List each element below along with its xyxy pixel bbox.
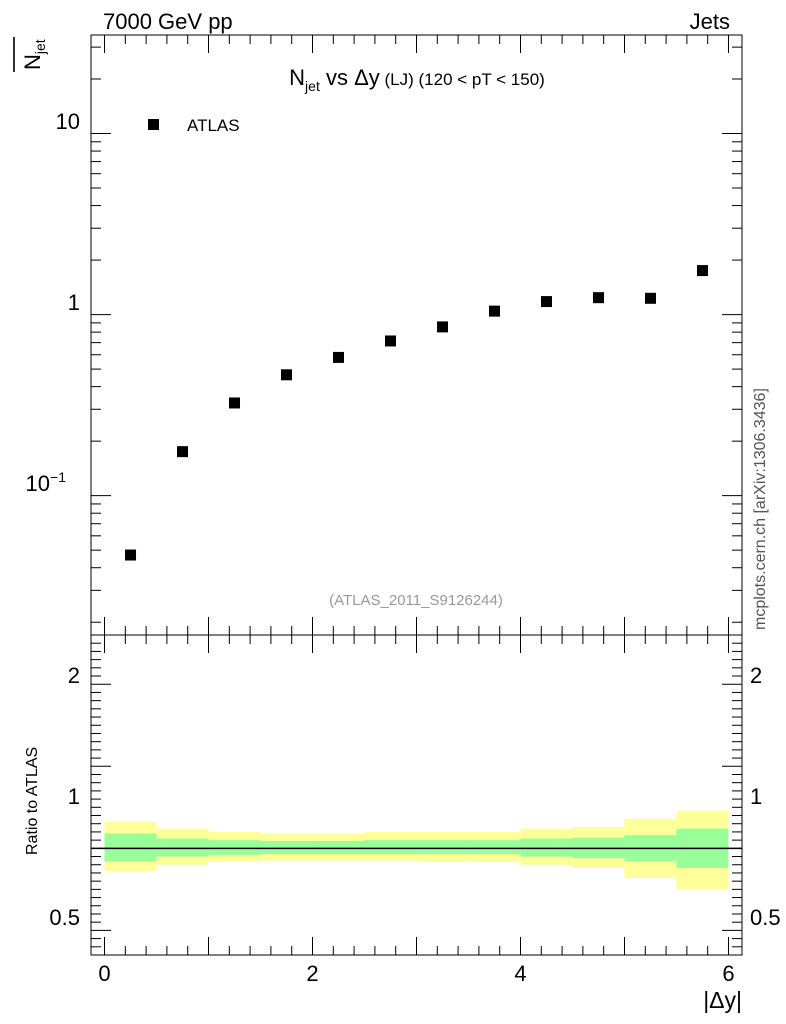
header-right-label: Jets: [690, 9, 730, 34]
ratio-inner-band-bin: [104, 833, 157, 862]
y-label-n-sub: jet: [32, 39, 48, 55]
main-title: Njet vs Δy (LJ) (120 < pT < 150): [289, 65, 545, 94]
title-delta-y: Δy: [354, 65, 380, 90]
legend-label-atlas: ATLAS: [187, 116, 240, 135]
legend-marker-atlas: [148, 119, 159, 130]
ratio-inner-band-bin: [208, 840, 261, 855]
main-y-tick-label-0.1-base: 10: [26, 471, 50, 496]
x-tick-label-0: 0: [98, 961, 110, 986]
x-axis-label: |Δy|: [703, 987, 742, 1013]
analysis-label: (ATLAS_2011_S9126244): [329, 592, 503, 609]
ratio-inner-band-bin: [364, 840, 417, 855]
main-data-markers: [125, 265, 708, 561]
x-tick-label-6: 6: [722, 961, 734, 986]
main-axis-ticks: [91, 35, 742, 635]
y-label-n: Njet: [20, 39, 48, 70]
ratio-y-tick-label-1-left: 1: [68, 784, 80, 809]
data-point-atlas: [385, 335, 397, 347]
ratio-bands: [104, 810, 729, 890]
x-tick-label-2: 2: [306, 961, 318, 986]
data-point-atlas: [333, 351, 345, 363]
ratio-plot-frame: [90, 634, 743, 956]
x-tick-label-4: 4: [514, 961, 526, 986]
title-n-sub: jet: [304, 78, 320, 94]
y-label-n-main: N: [20, 54, 45, 70]
main-y-tick-label-1: 1: [68, 290, 80, 315]
data-point-atlas: [488, 305, 500, 317]
ratio-y-tick-label-0.5-right: 0.5: [750, 905, 781, 930]
title-lj: (LJ): [380, 70, 414, 89]
header-left-label: 7000 GeV pp: [103, 9, 233, 34]
legend: ATLAS: [148, 116, 240, 135]
data-point-atlas: [644, 292, 656, 304]
ratio-y-tick-label-1-right: 1: [750, 784, 762, 809]
ratio-inner-band-bin: [416, 840, 469, 855]
ratio-inner-band-bin: [468, 840, 521, 855]
main-y-tick-label-0.1-exp: −1: [50, 469, 66, 485]
main-y-axis-label: Njet: [13, 37, 48, 72]
x-tick-labels: 0 2 4 6: [98, 961, 734, 986]
main-y-tick-label-0.1: 10−1: [26, 469, 67, 496]
ratio-y-tick-label-0.5-left: 0.5: [49, 905, 80, 930]
data-point-atlas: [177, 446, 189, 458]
ratio-axis-ticks: [91, 634, 742, 955]
data-point-atlas: [540, 296, 552, 308]
data-point-atlas: [125, 549, 137, 561]
data-point-atlas: [436, 321, 448, 333]
title-n: N: [289, 65, 305, 90]
data-point-atlas: [229, 397, 241, 409]
data-point-atlas: [696, 265, 708, 277]
ratio-inner-band-bin: [520, 838, 573, 857]
ratio-inner-band-bin: [260, 840, 313, 855]
data-point-atlas: [281, 369, 293, 381]
side-label: mcplots.cern.ch [arXiv:1306.3436]: [752, 388, 769, 630]
ratio-y-axis-label: Ratio to ATLAS: [24, 747, 41, 855]
ratio-inner-band-bin: [312, 840, 365, 855]
ratio-y-tick-label-2-left: 2: [68, 663, 80, 688]
data-point-atlas: [592, 292, 604, 304]
ratio-inner-band-bin: [156, 838, 209, 857]
ratio-y-tick-label-2-right: 2: [750, 663, 762, 688]
title-range: (120 < pT < 150): [414, 70, 545, 89]
main-y-tick-label-10: 10: [56, 109, 80, 134]
title-vs: vs: [320, 65, 354, 90]
